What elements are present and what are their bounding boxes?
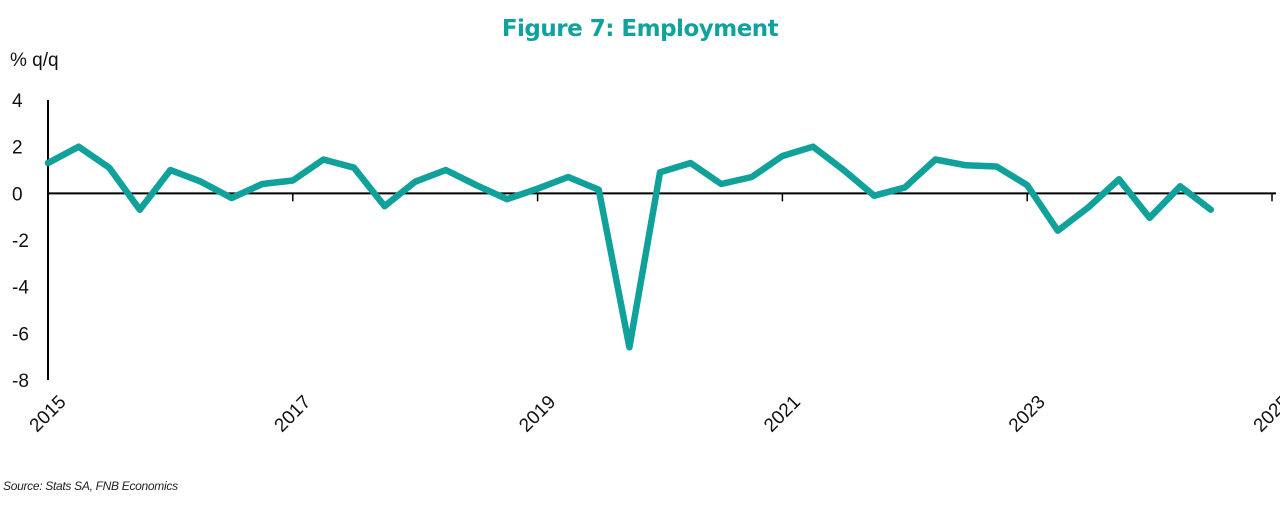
y-tick-label: 4 [12,91,23,112]
y-tick-label: -8 [12,371,29,392]
source-note: Source: Stats SA, FNB Economics [3,479,178,493]
x-tick-label: 2025 [1250,392,1280,437]
y-tick-label: -2 [12,231,29,252]
x-tick-label: 2017 [271,392,316,437]
x-tick-label: 2019 [515,392,560,437]
y-tick-label: 2 [12,138,23,159]
y-tick-labels: 4 2 0 -2 -4 -6 -8 [12,91,29,392]
axes [47,100,1276,380]
y-tick-label: -6 [12,324,29,345]
chart-title: Figure 7: Employment [501,16,779,42]
x-tick-label: 2021 [760,392,805,437]
employment-series-line [44,143,1215,351]
x-tick-label: 2015 [26,392,71,437]
y-axis-unit-label: % q/q [10,50,59,71]
y-tick-label: 0 [12,184,23,205]
x-tick-labels: 2015 2017 2019 2021 2023 2025 [26,392,1280,437]
x-tick-label: 2023 [1005,392,1050,437]
series-group [44,143,1215,351]
y-tick-label: -4 [12,278,29,299]
